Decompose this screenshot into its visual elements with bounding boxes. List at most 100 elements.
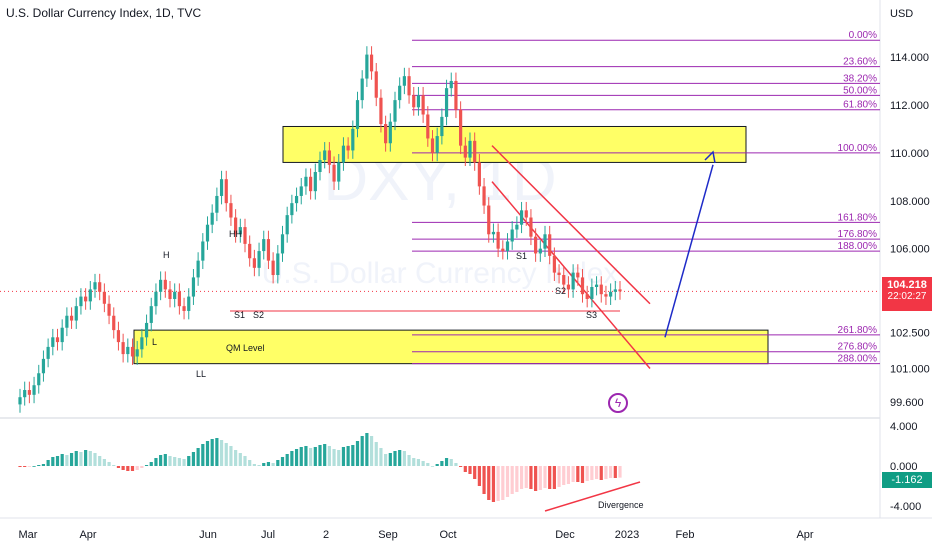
candle-body xyxy=(337,162,341,182)
label-qm-level: QM Level xyxy=(226,343,265,353)
oscillator-bar xyxy=(27,466,31,467)
oscillator-bar xyxy=(524,466,528,488)
candle-body xyxy=(159,279,163,292)
oscillator-bar xyxy=(205,441,210,466)
channel-lower-line xyxy=(491,181,651,369)
candle-body xyxy=(262,239,266,252)
oscillator-bar xyxy=(454,463,458,466)
oscillator-axis-tick: 0.000 xyxy=(890,461,918,473)
oscillator-bar xyxy=(173,457,177,466)
oscillator-bar xyxy=(562,466,566,485)
candle-body xyxy=(590,287,594,299)
candle-body xyxy=(341,145,346,163)
candle-body xyxy=(51,337,55,347)
oscillator-bar xyxy=(210,439,214,466)
candle-body xyxy=(88,289,92,302)
oscillator-bar xyxy=(55,456,60,466)
oscillator-bar xyxy=(144,465,149,466)
oscillator-bar xyxy=(388,453,392,466)
oscillator-bar xyxy=(515,466,519,492)
fib-level-label: 38.20% xyxy=(843,73,877,84)
candle-body xyxy=(463,145,467,158)
chart-title: U.S. Dollar Currency Index, 1D, TVC xyxy=(6,6,202,20)
time-axis-tick: Oct xyxy=(439,529,456,541)
candle-body xyxy=(435,136,439,153)
oscillator-bar xyxy=(135,466,139,470)
candle-body xyxy=(130,346,135,357)
candle-body xyxy=(210,212,214,225)
candle-body xyxy=(449,80,453,89)
oscillator-bar xyxy=(369,436,374,466)
time-axis-tick: Feb xyxy=(676,529,695,541)
candle-body xyxy=(304,176,308,187)
divergence-line xyxy=(544,481,641,512)
candle-body xyxy=(473,140,477,163)
oscillator-bar xyxy=(519,466,524,489)
oscillator-bar xyxy=(398,450,402,466)
candle-body xyxy=(290,203,294,216)
candle-body xyxy=(369,54,374,72)
oscillator-bar xyxy=(248,460,252,466)
oscillator-bar xyxy=(323,444,327,466)
oscillator-bar xyxy=(505,466,510,497)
candle-body xyxy=(229,203,233,218)
oscillator-bar xyxy=(238,453,242,466)
oscillator-bar xyxy=(384,454,388,466)
oscillator-bar xyxy=(477,466,481,486)
oscillator-bar xyxy=(351,445,355,466)
oscillator-bar xyxy=(313,447,317,466)
candle-body xyxy=(562,275,566,285)
time-axis-tick: Mar xyxy=(19,529,38,541)
oscillator-bar xyxy=(116,466,121,468)
fib-level-label: 161.80% xyxy=(838,212,878,223)
candle-body xyxy=(60,327,64,343)
oscillator-bar xyxy=(98,456,102,466)
last-price-tag: 104.218 22:02:27 xyxy=(882,277,932,311)
candle-body xyxy=(454,80,458,110)
oscillator-bar xyxy=(590,466,594,480)
candle-body xyxy=(215,195,219,213)
candle-body xyxy=(266,239,271,261)
oscillator-bar xyxy=(421,461,425,466)
candle-body xyxy=(187,296,191,311)
oscillator-bar xyxy=(88,451,92,466)
candle-body xyxy=(121,342,125,355)
candle-body xyxy=(426,114,430,139)
label-divergence: Divergence xyxy=(598,500,644,510)
time-axis-tick: 2 xyxy=(323,529,329,541)
oscillator-bar xyxy=(613,466,617,478)
candle-body xyxy=(65,315,69,328)
lightning-icon[interactable]: ϟ xyxy=(608,393,628,413)
oscillator-bar xyxy=(444,458,449,466)
candle-body xyxy=(374,71,378,98)
candle-body xyxy=(93,282,97,290)
candle-body xyxy=(18,397,22,405)
time-axis-tick: Jul xyxy=(261,529,275,541)
candle-body xyxy=(529,217,533,237)
oscillator-axis-tick: -4.000 xyxy=(890,501,921,513)
oscillator-bar xyxy=(341,447,346,466)
candle-body xyxy=(224,179,228,204)
candle-body xyxy=(477,162,481,187)
oscillator-bar xyxy=(121,466,125,470)
oscillator-bar xyxy=(93,453,97,466)
candle-body xyxy=(327,150,331,165)
oscillator-bar xyxy=(262,463,266,466)
candle-body xyxy=(32,385,36,395)
oscillator-bar xyxy=(365,433,369,466)
candle-body xyxy=(515,224,519,230)
oscillator-bar xyxy=(177,458,181,466)
candle-body xyxy=(566,284,571,290)
candle-body xyxy=(285,215,289,235)
candle-body xyxy=(163,279,167,290)
candle-body xyxy=(355,100,360,129)
oscillator-bar xyxy=(276,460,280,466)
label-hh: HH xyxy=(229,229,242,239)
oscillator-bar xyxy=(416,459,421,466)
oscillator-bar xyxy=(140,466,144,468)
candle-body xyxy=(604,294,608,297)
oscillator-bar xyxy=(468,466,472,474)
oscillator-bar xyxy=(501,466,505,500)
oscillator-bar xyxy=(449,459,453,466)
